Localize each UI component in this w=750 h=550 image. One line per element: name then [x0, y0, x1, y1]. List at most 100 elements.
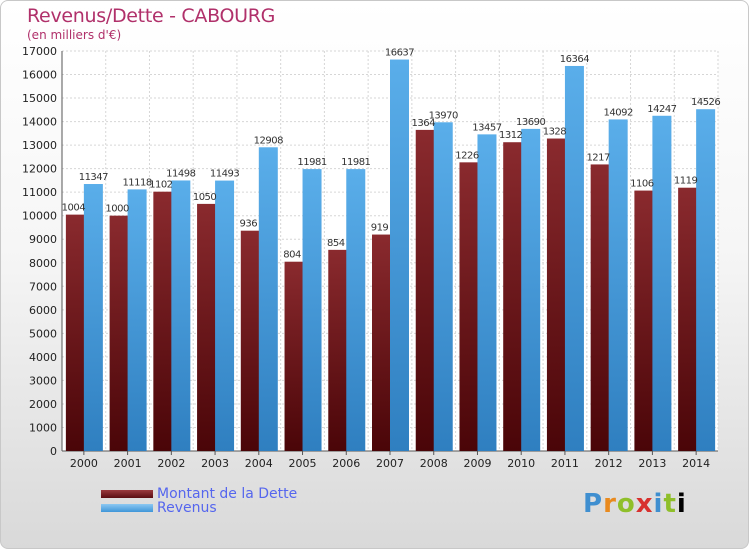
bar-revenue: [652, 115, 672, 451]
y-tick-label: 7000: [29, 280, 57, 293]
bar-revenue: [346, 169, 366, 451]
data-label-debt: 804: [283, 250, 301, 261]
data-label-revenue: 16637: [385, 48, 414, 59]
data-label-revenue: 13457: [472, 122, 501, 133]
data-label-debt: 1119: [674, 176, 698, 187]
y-tick-label: 10000: [22, 210, 57, 223]
bar-debt: [153, 191, 173, 451]
y-tick-label: 8000: [29, 257, 57, 270]
bar-revenue: [215, 180, 235, 451]
data-label-debt: 1364: [412, 118, 436, 129]
data-label-revenue: 14092: [604, 107, 633, 118]
bar-debt: [109, 215, 129, 451]
data-label-revenue: 14526: [691, 97, 720, 108]
bar-debt: [590, 164, 610, 451]
y-tick-label: 16000: [22, 69, 57, 82]
data-label-revenue: 14247: [647, 104, 676, 115]
data-label-debt: 1226: [455, 150, 479, 161]
y-tick-label: 9000: [29, 233, 57, 246]
data-label-revenue: 16364: [560, 54, 589, 65]
y-tick-label: 1000: [29, 421, 57, 434]
bar-debt: [372, 234, 391, 451]
chart-subtitle: (en milliers d'€): [27, 28, 122, 42]
bar-debt: [65, 214, 85, 451]
bar-debt: [197, 203, 217, 451]
y-tick-label: 6000: [29, 304, 57, 317]
y-tick-label: 15000: [22, 92, 57, 105]
proxiti-logo: Proxiti: [583, 489, 687, 519]
y-tick-label: 13000: [22, 139, 57, 152]
data-label-debt: 919: [371, 223, 389, 234]
data-label-revenue: 12908: [254, 135, 283, 146]
bar-revenue: [521, 128, 541, 451]
data-label-debt: 1050: [193, 192, 217, 203]
y-tick-label: 17000: [22, 45, 57, 58]
y-tick-label: 2000: [29, 398, 57, 411]
legend-swatch-debt: [101, 490, 153, 498]
bar-debt: [546, 138, 566, 451]
x-tick-label: 2011: [551, 457, 579, 470]
bar-revenue: [83, 184, 103, 451]
data-label-debt: 1312: [499, 130, 523, 141]
bar-debt: [678, 187, 698, 452]
data-label-revenue: 13970: [429, 110, 458, 121]
data-label-debt: 1004: [62, 203, 86, 214]
bar-debt: [634, 190, 654, 451]
bar-debt: [284, 261, 304, 451]
y-tick-label: 3000: [29, 374, 57, 387]
x-tick-label: 2008: [420, 457, 448, 470]
data-label-revenue: 13690: [516, 117, 545, 128]
bar-revenue: [608, 119, 628, 452]
bar-revenue: [433, 122, 453, 451]
x-tick-label: 2014: [682, 457, 710, 470]
data-label-debt: 1217: [586, 152, 610, 163]
data-label-revenue: 11347: [79, 172, 108, 183]
x-tick-label: 2000: [70, 457, 98, 470]
bar-revenue: [258, 147, 278, 451]
data-label-debt: 936: [240, 219, 258, 230]
legend-label-revenue: Revenus: [157, 500, 217, 516]
bar-debt: [415, 129, 435, 452]
data-label-revenue: 11981: [297, 157, 326, 168]
data-label-revenue: 11498: [166, 168, 195, 179]
data-label-revenue: 11118: [122, 177, 151, 188]
bar-debt: [240, 230, 260, 451]
y-tick-label: 0: [50, 445, 57, 458]
x-tick-label: 2003: [201, 457, 229, 470]
x-tick-label: 2006: [332, 457, 360, 470]
data-label-debt: 1106: [630, 179, 654, 190]
legend-swatch-revenue: [101, 504, 153, 512]
y-tick-label: 5000: [29, 327, 57, 340]
bar-revenue: [564, 65, 584, 451]
y-tick-label: 4000: [29, 351, 57, 364]
x-tick-label: 2009: [463, 457, 491, 470]
data-label-debt: 854: [327, 238, 345, 249]
bar-debt: [328, 249, 348, 451]
legend-label-debt: Montant de la Dette: [157, 486, 298, 502]
chart-title: Revenus/Dette - CABOURG: [27, 5, 276, 27]
bar-revenue: [127, 189, 147, 451]
x-tick-label: 2013: [638, 457, 666, 470]
bar-revenue: [171, 180, 191, 452]
y-tick-label: 12000: [22, 163, 57, 176]
data-label-debt: 1000: [105, 204, 129, 215]
data-label-debt: 1102: [149, 180, 173, 191]
x-tick-label: 2002: [157, 457, 185, 470]
data-label-revenue: 11493: [210, 169, 239, 180]
x-tick-label: 2010: [507, 457, 535, 470]
x-tick-label: 2004: [245, 457, 273, 470]
data-label-debt: 1328: [543, 127, 567, 138]
y-tick-label: 11000: [22, 186, 57, 199]
x-tick-label: 2007: [376, 457, 404, 470]
data-label-revenue: 11981: [341, 157, 370, 168]
x-tick-label: 2001: [114, 457, 142, 470]
bar-revenue: [302, 169, 322, 451]
bar-debt: [459, 162, 479, 451]
bar-revenue: [696, 109, 716, 451]
bar-debt: [503, 142, 523, 452]
x-tick-label: 2012: [595, 457, 623, 470]
bar-revenue: [390, 59, 409, 452]
x-tick-label: 2005: [289, 457, 317, 470]
